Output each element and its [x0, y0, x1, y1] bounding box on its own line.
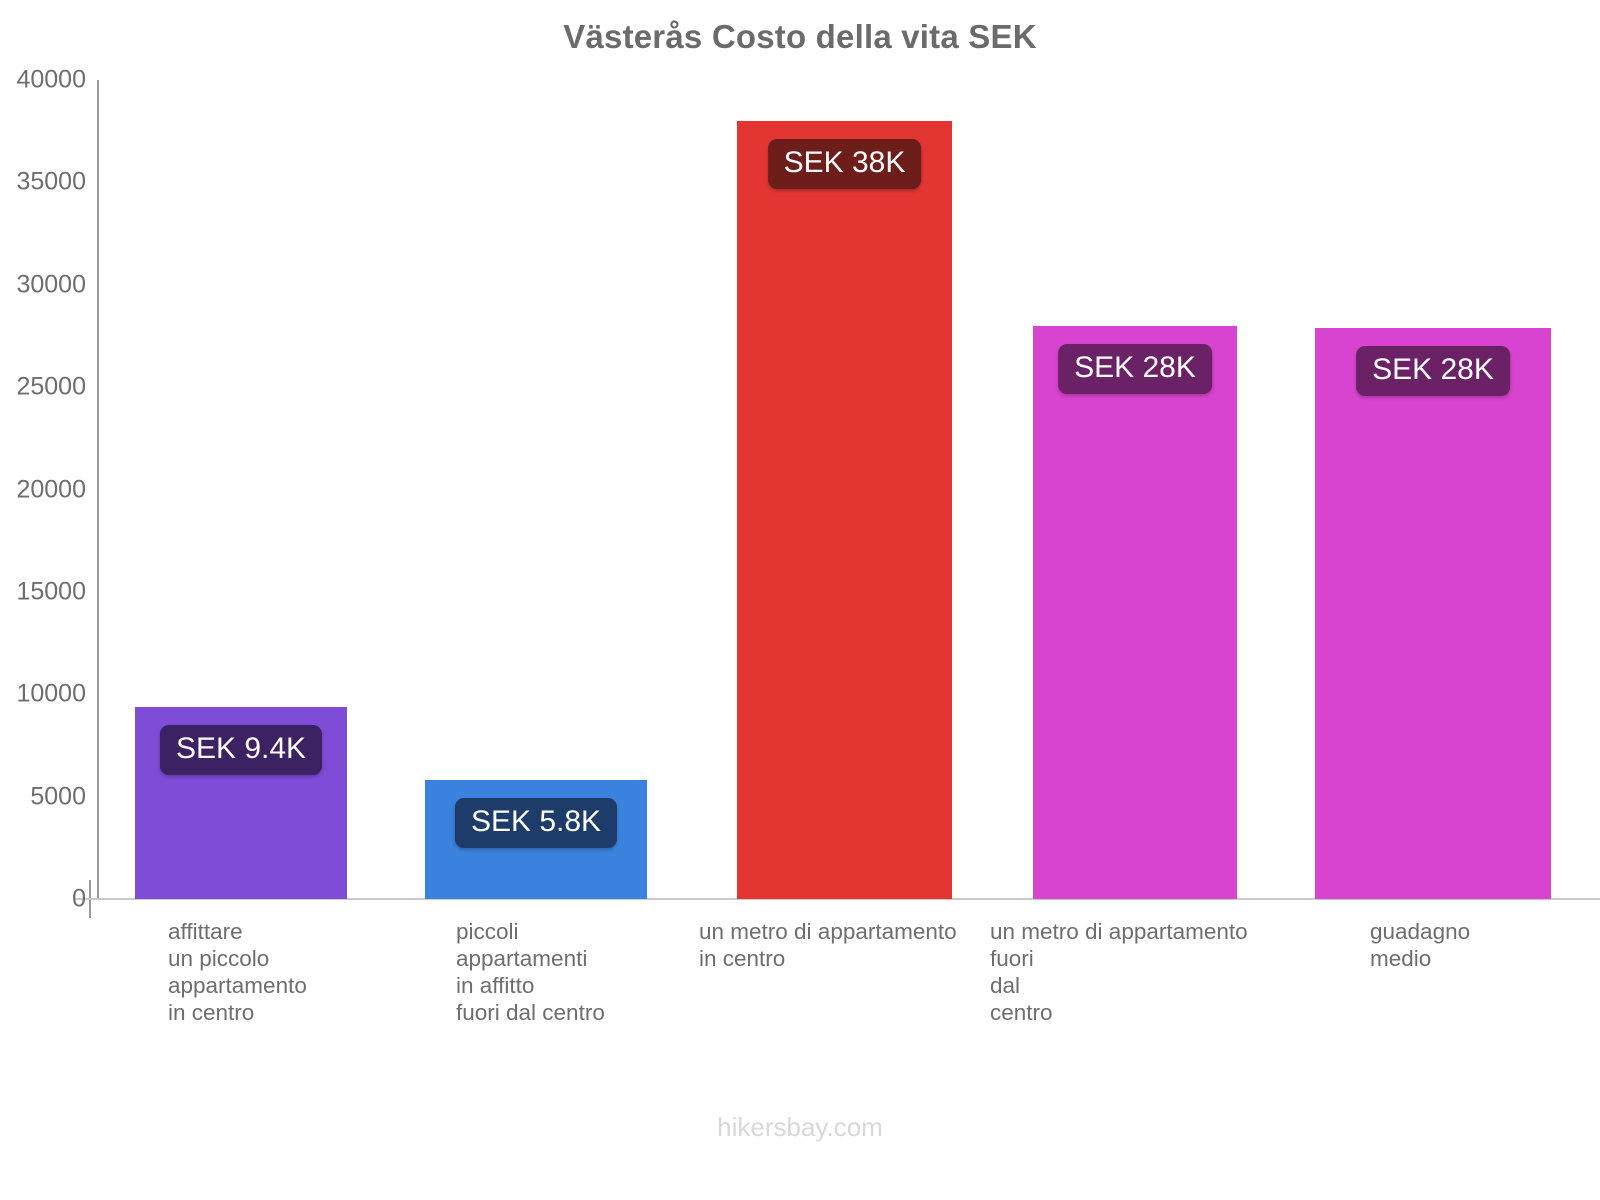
bar-piccoli-appartamenti-in-affitto-fuori-dal-centro[interactable]: SEK 5.8K [425, 80, 647, 899]
footer-watermark: hikersbay.com [717, 1112, 883, 1142]
x-axis-label-un-metro-di-appartamento-fuori-dal-centro: un metro di appartamento fuori dal centr… [990, 919, 1248, 1025]
bar-value-label-guadagno-medio: SEK 28K [1356, 345, 1510, 396]
bar-un-metro-di-appartamento-in-centro[interactable]: SEK 38K [737, 80, 952, 899]
bar-rect-un-metro-di-appartamento-in-centro[interactable] [737, 120, 952, 899]
y-axis-tick-10000: 10000 [16, 679, 86, 708]
bar-value-label-affittare-un-piccolo-appartamento-in-centro: SEK 9.4K [159, 724, 323, 775]
y-axis-tick-40000: 40000 [16, 65, 86, 94]
y-axis-tick-5000: 5000 [30, 782, 86, 811]
bar-rect-guadagno-medio[interactable] [1315, 327, 1551, 899]
y-axis-tick-15000: 15000 [16, 577, 86, 606]
plot-area: SEK 9.4K SEK 5.8K SEK 38K SEK 28K SEK 28K [97, 80, 1552, 899]
x-axis-label-piccoli-appartamenti-in-affitto-fuori-dal-centro: piccoli appartamenti in affitto fuori da… [456, 919, 605, 1025]
bar-un-metro-di-appartamento-fuori-dal-centro[interactable]: SEK 28K [1033, 80, 1237, 899]
bar-affittare-un-piccolo-appartamento-in-centro[interactable]: SEK 9.4K [135, 80, 347, 899]
bar-value-label-un-metro-di-appartamento-fuori-dal-centro: SEK 28K [1058, 343, 1212, 394]
bar-rect-un-metro-di-appartamento-fuori-dal-centro[interactable] [1033, 325, 1237, 899]
y-axis-tick-0: 0 [72, 884, 86, 913]
x-axis-label-un-metro-di-appartamento-in-centro: un metro di appartamento in centro [699, 919, 957, 971]
x-axis-label-affittare-un-piccolo-appartamento-in-centro: affittare un piccolo appartamento in cen… [168, 919, 307, 1025]
y-axis-tick-35000: 35000 [16, 167, 86, 196]
y-axis-tick-30000: 30000 [16, 270, 86, 299]
bar-value-label-un-metro-di-appartamento-in-centro: SEK 38K [767, 138, 922, 189]
bar-value-label-piccoli-appartamenti-in-affitto-fuori-dal-centro: SEK 5.8K [454, 798, 618, 849]
y-axis-tick-labels: 40000 35000 30000 25000 20000 15000 10000 5000 0 [0, 0, 86, 1200]
y-axis-line [97, 80, 99, 899]
x-axis-label-guadagno-medio: guadagno medio [1370, 919, 1471, 971]
y-axis-tick-25000: 25000 [16, 372, 86, 401]
y-axis-tick-20000: 20000 [16, 475, 86, 503]
bar-guadagno-medio[interactable]: SEK 28K [1315, 80, 1551, 899]
x-axis-line [75, 898, 1600, 900]
page-title: Västerås Costo della vita SEK [563, 18, 1037, 55]
